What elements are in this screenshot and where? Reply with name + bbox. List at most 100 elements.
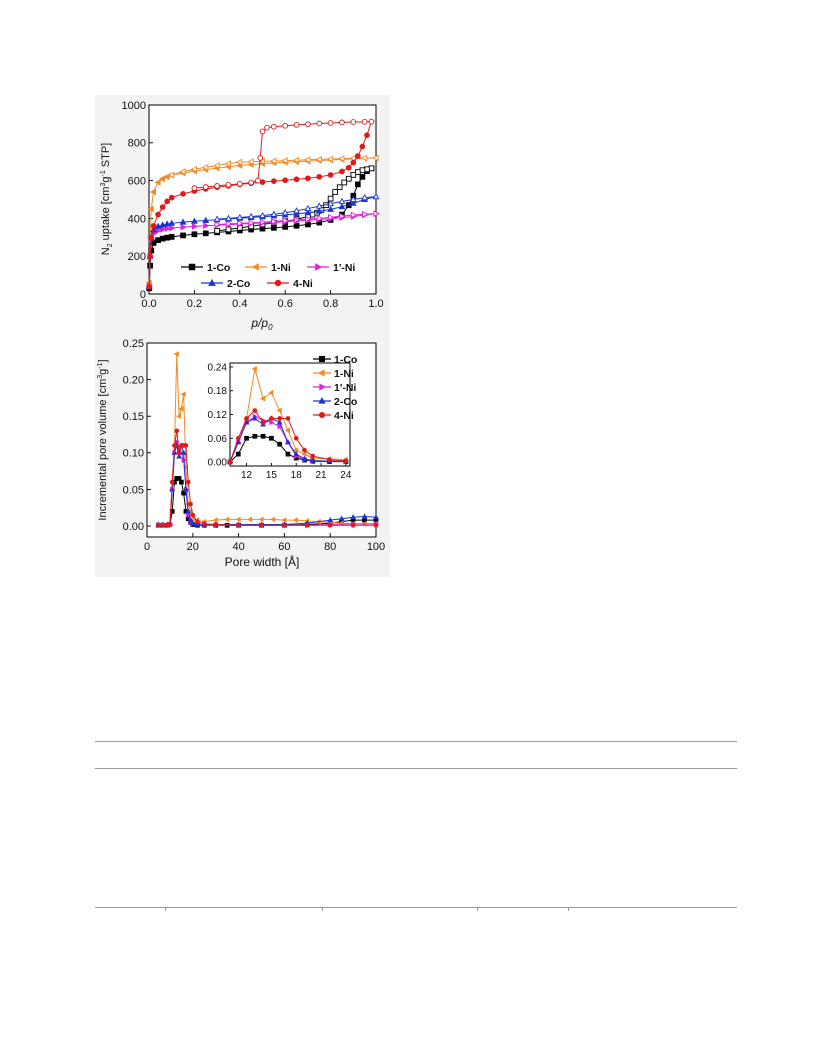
adsorption-point [315, 207, 323, 214]
y-label-sup: 3 [97, 375, 104, 379]
adsorption-point [354, 153, 361, 159]
inset-point [310, 453, 316, 459]
pore-point [338, 515, 345, 521]
adsorption-point [293, 222, 300, 229]
y-tick-label: 0.24 [208, 362, 228, 373]
inset-point [260, 433, 266, 439]
desorption-point [364, 166, 370, 173]
pore-point [190, 512, 196, 518]
adsorption-point [345, 164, 352, 171]
adsorption-point [160, 225, 167, 233]
legend-marker [318, 355, 326, 363]
isotherm-series-4-Ni [146, 118, 375, 290]
y-tick-label: 0.00 [208, 458, 228, 469]
adsorption-point [168, 234, 175, 240]
desorption-point [339, 119, 345, 126]
legend-label: 4-Ni [334, 410, 354, 422]
legend-marker [318, 369, 325, 377]
adsorption-point [146, 283, 153, 290]
desorption-point [336, 184, 343, 191]
y-tick-label: 0.20 [123, 374, 144, 386]
adsorption-point [316, 173, 323, 180]
pore-line [158, 430, 376, 526]
adsorption-point [148, 247, 155, 254]
isotherm-legend: 1-Co 1-Ni 1'-Ni 2-Co 4-Ni [181, 262, 355, 290]
desorption-point [270, 157, 277, 165]
desorption-point [224, 160, 231, 167]
adsorption-point [305, 175, 311, 182]
adsorption-point [339, 168, 345, 175]
y-label-part: g [100, 177, 112, 183]
inset-series-4-Ni [227, 408, 349, 465]
legend-label: 1-Ni [271, 262, 291, 274]
y-axis-label: N2 uptake [cm3g-1 STP] [100, 143, 114, 256]
desorption-point [345, 175, 352, 182]
desorption-point [315, 202, 323, 209]
desorption-point [257, 155, 264, 161]
table-rule-top [95, 741, 737, 742]
adsorption-point [203, 222, 210, 230]
inset-point [293, 450, 300, 457]
adsorption-point [359, 143, 366, 150]
desorption-point [191, 185, 198, 192]
y-label-part: uptake [cm [100, 187, 112, 244]
adsorption-point [164, 234, 171, 241]
pore-point [373, 514, 379, 520]
x-tick-label: 0.8 [323, 298, 338, 310]
isotherm-series-2-Co [145, 192, 380, 289]
pore-point [292, 517, 298, 524]
pore-point [172, 443, 177, 448]
desorption-point [359, 167, 366, 174]
x-axis-label-main: p/p [250, 316, 268, 330]
pore-point [350, 514, 356, 520]
adsorption-point [147, 205, 154, 213]
desorption-point [190, 165, 197, 173]
y-tick-label: 0.12 [208, 410, 228, 421]
desorption-point [327, 120, 334, 126]
adsorption-point [180, 190, 186, 197]
desorption-point [168, 171, 175, 179]
desorption-point [372, 192, 380, 200]
inset-point [293, 447, 299, 454]
y-tick-label: 0.18 [208, 386, 228, 397]
inset-point [235, 435, 241, 441]
y-label-part: Incremental pore volume [cm [97, 379, 109, 521]
desorption-point [213, 215, 221, 222]
desorption-point [294, 216, 301, 224]
adsorption-point [202, 216, 210, 223]
pore-point [327, 522, 333, 528]
pore-point [350, 522, 356, 528]
adsorption-point [148, 234, 155, 241]
table-column-tick [165, 907, 166, 911]
y-tick-label: 0 [140, 289, 146, 301]
y-tick-label: 400 [128, 213, 146, 225]
inset-point [252, 433, 258, 439]
inset-point [302, 447, 307, 453]
adsorption-point [191, 231, 198, 238]
adsorption-point [354, 181, 361, 188]
x-axis-label: Pore width [Å] [225, 554, 300, 569]
adsorption-point [202, 230, 209, 237]
adsorption-point [159, 204, 166, 210]
desorption-point [305, 121, 311, 128]
adsorption-point [169, 224, 176, 232]
inset-point [285, 416, 291, 421]
pore-point [174, 428, 180, 434]
adsorption-point [282, 177, 289, 184]
inset-point [285, 451, 291, 457]
isotherm-series-1'-Ni [146, 210, 380, 290]
desorption-point [236, 158, 243, 166]
x-tick-label: 0.6 [278, 298, 293, 310]
pore-point [195, 519, 200, 524]
adsorption-point [147, 253, 153, 260]
table-column-tick [477, 907, 478, 911]
y-axis-label: Incremental pore volume [cm3g-1] [97, 359, 109, 520]
desorption-point [214, 221, 221, 228]
y-tick-label: 1000 [122, 100, 146, 112]
legend-marker [318, 397, 326, 404]
inset-point [277, 441, 283, 447]
pore-point [176, 453, 182, 459]
pore-point [156, 522, 161, 528]
desorption-point [259, 211, 266, 219]
adsorption-point [180, 223, 187, 231]
